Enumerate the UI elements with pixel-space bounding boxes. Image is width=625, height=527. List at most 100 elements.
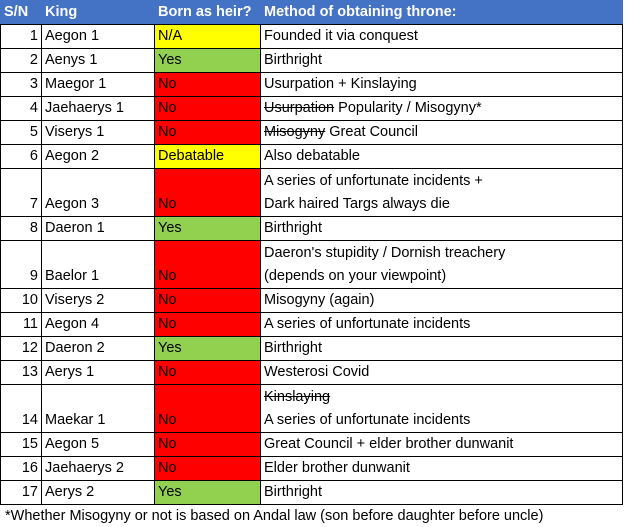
sn-cell: 3 xyxy=(0,72,42,97)
method-text: A series of unfortunate incidents xyxy=(264,412,471,428)
sn-cell: 8 xyxy=(0,216,42,241)
method-text: Popularity / Misogyny* xyxy=(334,100,482,116)
heir-cell: No xyxy=(154,360,261,385)
method-text: Founded it via conquest xyxy=(264,28,418,44)
method-cell: Founded it via conquest xyxy=(260,24,623,49)
table-row: 5 Viserys 1 No Misogyny Great Council xyxy=(0,120,623,145)
sn-cell: 7 xyxy=(0,168,42,217)
header-sn: S/N xyxy=(0,0,42,25)
heir-cell: No xyxy=(154,72,261,97)
sn-cell: 2 xyxy=(0,48,42,73)
method-cell: Westerosi Covid xyxy=(260,360,623,385)
method-line: Birthright xyxy=(264,482,619,504)
method-text: Elder brother dunwanit xyxy=(264,460,410,476)
method-cell: Usurpation Popularity / Misogyny* xyxy=(260,96,623,121)
king-cell: Maekar 1 xyxy=(41,384,155,433)
method-line: (depends on your viewpoint) xyxy=(264,265,619,288)
table-row: 12 Daeron 2 Yes Birthright xyxy=(0,336,623,361)
method-line: Misogyny Great Council xyxy=(264,122,619,144)
method-line: Westerosi Covid xyxy=(264,362,619,384)
struck-text: Kinslaying xyxy=(264,389,331,405)
heir-cell: No xyxy=(154,288,261,313)
heir-cell: Yes xyxy=(154,216,261,241)
method-cell: Birthright xyxy=(260,216,623,241)
sn-cell: 4 xyxy=(0,96,42,121)
method-cell: Kinslaying A series of unfortunate incide… xyxy=(260,384,623,433)
table-row: 10 Viserys 2 No Misogyny (again) xyxy=(0,288,623,313)
heir-cell: No xyxy=(154,120,261,145)
method-cell: Also debatable xyxy=(260,144,623,169)
method-line: A series of unfortunate incidents xyxy=(264,314,619,336)
king-cell: Aerys 1 xyxy=(41,360,155,385)
king-cell: Jaehaerys 2 xyxy=(41,456,155,481)
method-cell: Elder brother dunwanit xyxy=(260,456,623,481)
method-cell: Misogyny Great Council xyxy=(260,120,623,145)
heir-cell: N/A xyxy=(154,24,261,49)
sn-cell: 12 xyxy=(0,336,42,361)
king-cell: Daeron 2 xyxy=(41,336,155,361)
king-cell: Aegon 3 xyxy=(41,168,155,217)
method-cell: Usurpation + Kinslaying xyxy=(260,72,623,97)
method-line: Founded it via conquest xyxy=(264,26,619,48)
table-row: 8 Daeron 1 Yes Birthright xyxy=(0,216,623,241)
heir-cell: No xyxy=(154,312,261,337)
king-cell: Baelor 1 xyxy=(41,240,155,289)
method-text: A series of unfortunate incidents xyxy=(264,316,471,332)
method-text: A series of unfortunate incidents + xyxy=(264,173,483,189)
king-cell: Aerys 2 xyxy=(41,480,155,505)
sn-cell: 6 xyxy=(0,144,42,169)
heir-cell: No xyxy=(154,384,261,433)
header-method: Method of obtaining throne: xyxy=(260,0,623,25)
table-row: 9 Baelor 1 No Daeron's stupidity / Dornish … xyxy=(0,240,623,289)
heir-cell: Yes xyxy=(154,336,261,361)
method-text: Great Council xyxy=(325,124,418,140)
king-cell: Viserys 2 xyxy=(41,288,155,313)
table-row: 1 Aegon 1 N/A Founded it via conquest xyxy=(0,24,623,49)
method-text: Also debatable xyxy=(264,148,360,164)
king-cell: Aegon 4 xyxy=(41,312,155,337)
heir-cell: Yes xyxy=(154,480,261,505)
method-line: A series of unfortunate incidents xyxy=(264,409,619,432)
king-cell: Viserys 1 xyxy=(41,120,155,145)
method-cell: Birthright xyxy=(260,336,623,361)
sn-cell: 13 xyxy=(0,360,42,385)
method-cell: A series of unfortunate incidents + Dark … xyxy=(260,168,623,217)
sn-cell: 14 xyxy=(0,384,42,433)
table-row: 3 Maegor 1 No Usurpation + Kinslaying xyxy=(0,72,623,97)
method-text: Misogyny (again) xyxy=(264,292,375,308)
header-heir: Born as heir? xyxy=(154,0,261,25)
sn-cell: 15 xyxy=(0,432,42,457)
table-row: 13 Aerys 1 No Westerosi Covid xyxy=(0,360,623,385)
sn-cell: 17 xyxy=(0,480,42,505)
sn-cell: 9 xyxy=(0,240,42,289)
sn-cell: 10 xyxy=(0,288,42,313)
king-cell: Aegon 2 xyxy=(41,144,155,169)
method-text: Birthright xyxy=(264,340,323,356)
method-text: Birthright xyxy=(264,484,323,500)
method-text: Birthright xyxy=(264,52,323,68)
king-cell: Aenys 1 xyxy=(41,48,155,73)
method-cell: Great Council + elder brother dunwanit xyxy=(260,432,623,457)
table-row: 15 Aegon 5 No Great Council + elder brother… xyxy=(0,432,623,457)
struck-text: Misogyny xyxy=(264,124,326,140)
struck-text: Usurpation xyxy=(264,100,335,116)
sn-cell: 11 xyxy=(0,312,42,337)
method-text: Usurpation + Kinslaying xyxy=(264,76,417,92)
method-cell: Daeron's stupidity / Dornish treachery (d… xyxy=(260,240,623,289)
heir-cell: Debatable xyxy=(154,144,261,169)
method-line: Elder brother dunwanit xyxy=(264,458,619,480)
method-cell: Birthright xyxy=(260,480,623,505)
heir-cell: No xyxy=(154,240,261,289)
table-row: 7 Aegon 3 No A series of unfortunate incide… xyxy=(0,168,623,217)
method-line: Dark haired Targs always die xyxy=(264,193,619,216)
header-king: King xyxy=(41,0,155,25)
method-line: Birthright xyxy=(264,338,619,360)
table-row: 17 Aerys 2 Yes Birthright xyxy=(0,480,623,505)
sn-cell: 5 xyxy=(0,120,42,145)
king-cell: Daeron 1 xyxy=(41,216,155,241)
king-cell: Aegon 1 xyxy=(41,24,155,49)
method-line: A series of unfortunate incidents + xyxy=(264,170,619,193)
sn-cell: 16 xyxy=(0,456,42,481)
method-cell: Birthright xyxy=(260,48,623,73)
method-cell: A series of unfortunate incidents xyxy=(260,312,623,337)
